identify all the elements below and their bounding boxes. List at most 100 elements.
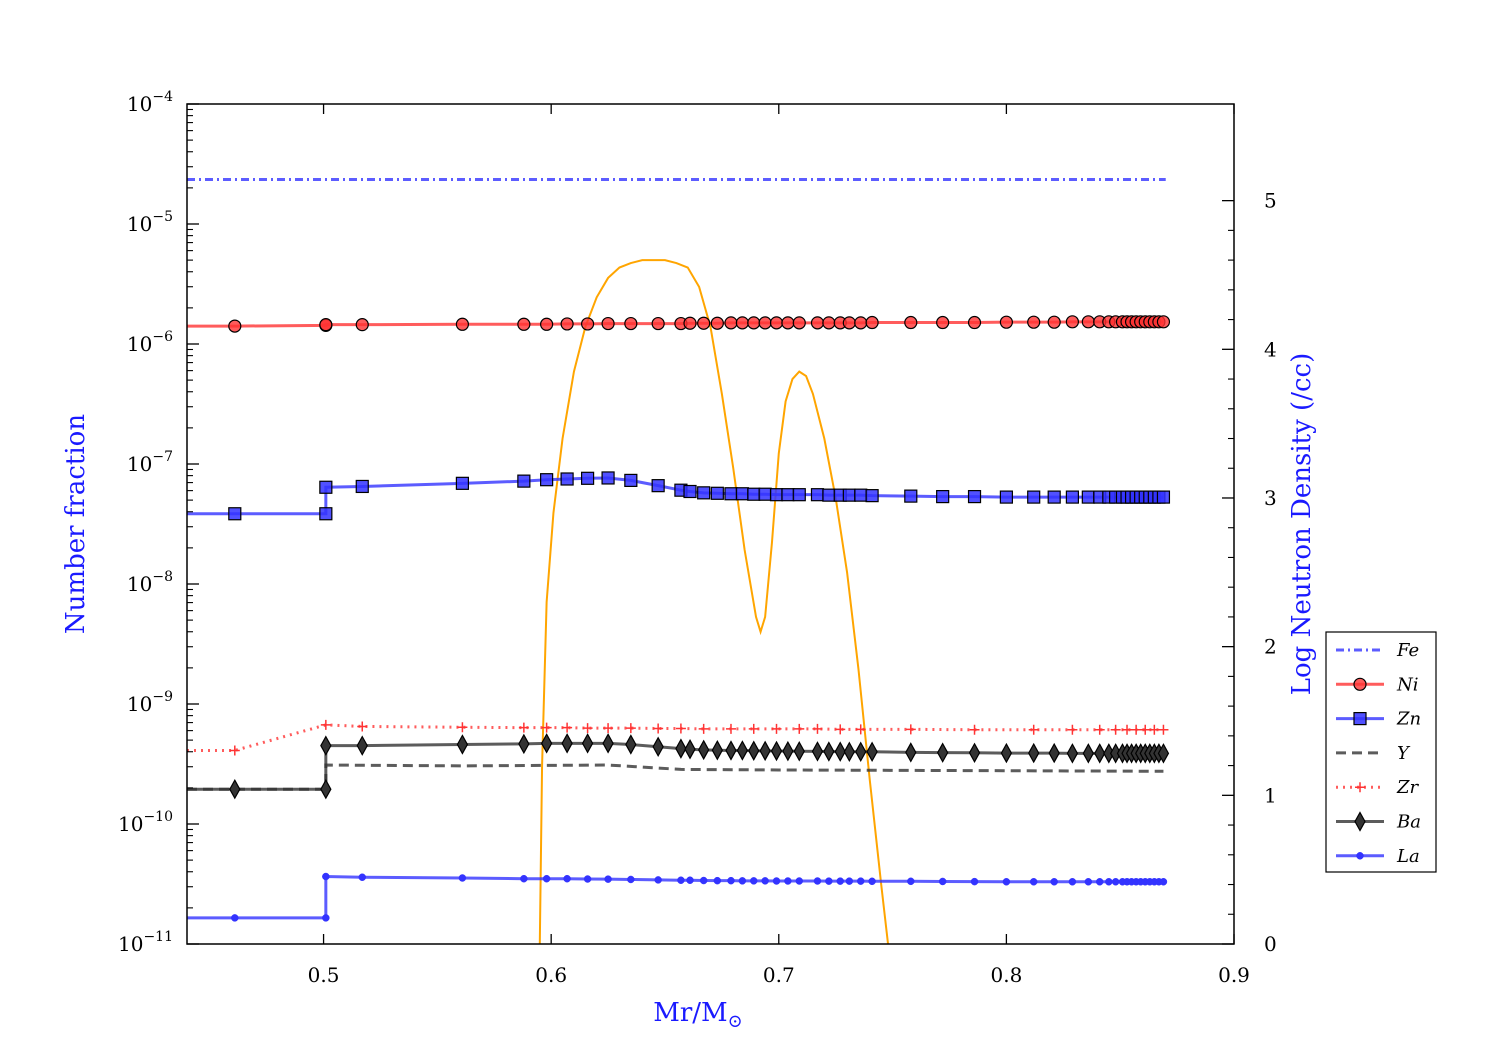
data-point-la bbox=[761, 877, 769, 885]
data-point-la bbox=[231, 914, 239, 922]
data-point-zn bbox=[683, 484, 697, 499]
x-tick-label: 0.8 bbox=[990, 963, 1022, 987]
y-tick-base: 10 bbox=[127, 452, 152, 476]
data-point-zn bbox=[228, 507, 242, 521]
data-point-zn bbox=[822, 488, 836, 502]
legend-label-ba: Ba bbox=[1396, 812, 1421, 833]
data-point-la bbox=[970, 877, 979, 886]
data-point-ni bbox=[651, 316, 665, 331]
data-point-zn bbox=[747, 487, 761, 501]
data-point-zn bbox=[810, 488, 825, 502]
y-tick-exponent: −10 bbox=[143, 809, 173, 825]
data-point-zn bbox=[967, 489, 982, 504]
legend: Fe Ni Zn Y Zr Ba La bbox=[1325, 631, 1437, 873]
data-point-zn bbox=[624, 473, 638, 488]
data-point-ba bbox=[866, 741, 878, 762]
data-point-zr bbox=[603, 723, 614, 734]
data-point-la bbox=[1029, 878, 1038, 886]
data-point-ba bbox=[770, 740, 783, 762]
series-la bbox=[187, 872, 1168, 922]
data-point-ni bbox=[735, 316, 749, 330]
data-point-la bbox=[907, 877, 915, 886]
data-point-ni bbox=[810, 316, 825, 330]
data-point-la bbox=[795, 877, 804, 885]
data-point-ni bbox=[517, 317, 531, 331]
data-point-ni bbox=[560, 317, 574, 331]
data-point-la bbox=[1084, 878, 1093, 886]
data-point-la bbox=[583, 875, 592, 883]
data-point-zr bbox=[653, 723, 664, 734]
data-point-zr bbox=[357, 721, 368, 732]
data-point-ni bbox=[936, 315, 950, 330]
data-point-zn bbox=[854, 488, 868, 502]
data-point-zr bbox=[1140, 724, 1151, 735]
data-point-ba bbox=[711, 739, 724, 761]
data-point-ba bbox=[782, 740, 794, 762]
series-line-ba bbox=[187, 741, 1164, 791]
series-layer bbox=[187, 177, 1171, 944]
data-point-zn bbox=[455, 476, 470, 490]
y-tick-label: 10−5 bbox=[127, 209, 173, 236]
data-point-ba bbox=[356, 735, 368, 756]
series-neutron-density bbox=[538, 259, 890, 944]
data-point-ba bbox=[697, 739, 710, 761]
data-point-ba bbox=[834, 741, 846, 762]
data-point-la bbox=[1159, 878, 1168, 886]
data-point-zn bbox=[1047, 490, 1061, 504]
x-tick-label: 0.6 bbox=[535, 963, 567, 987]
data-point-ba bbox=[1066, 743, 1079, 764]
y-axis-title: Number fraction bbox=[61, 414, 91, 634]
data-point-ni bbox=[319, 318, 333, 332]
data-point-la bbox=[836, 877, 844, 885]
data-point-ni bbox=[758, 316, 772, 330]
data-point-la bbox=[627, 875, 635, 884]
data-point-ba bbox=[823, 741, 835, 762]
data-point-ba bbox=[811, 741, 824, 762]
data-point-ba bbox=[229, 778, 241, 800]
y-tick-exponent: −11 bbox=[143, 929, 173, 945]
x-tick-label: 0.5 bbox=[308, 963, 340, 987]
data-point-ni bbox=[1156, 315, 1171, 329]
y2-axis-title: Log Neutron Density (/cc) bbox=[1287, 353, 1317, 695]
data-point-ni bbox=[1027, 315, 1041, 329]
series-line-y bbox=[187, 763, 1164, 791]
x-axis-label: Mr/M bbox=[653, 998, 727, 1028]
data-point-ba bbox=[602, 733, 614, 754]
y-tick-label: 10−10 bbox=[118, 809, 173, 836]
data-point-zn bbox=[580, 471, 595, 485]
data-point-zr bbox=[1067, 724, 1078, 735]
data-point-zr bbox=[625, 723, 636, 734]
data-point-zr bbox=[518, 722, 529, 733]
data-point-zn bbox=[1027, 490, 1041, 504]
data-point-zr bbox=[1122, 724, 1133, 735]
data-point-ni bbox=[999, 315, 1013, 329]
data-point-la bbox=[520, 874, 528, 883]
legend-marker-ba bbox=[1354, 811, 1366, 832]
data-point-la bbox=[322, 872, 330, 881]
data-point-la bbox=[813, 877, 822, 885]
data-point-zr bbox=[1028, 724, 1039, 735]
data-point-la bbox=[772, 877, 781, 885]
y2-tick-label: 1 bbox=[1264, 783, 1277, 807]
data-point-zr bbox=[812, 723, 823, 734]
data-point-ni bbox=[355, 318, 369, 332]
x-tick-label: 0.9 bbox=[1218, 963, 1250, 987]
series-y bbox=[187, 763, 1164, 791]
data-point-ba bbox=[625, 734, 637, 755]
data-point-ni bbox=[842, 316, 856, 330]
axes-layer: 0.5 0.6 0.7 0.8 0.910−1110−1010−910−810−710−… bbox=[118, 89, 1277, 987]
y-tick-base: 10 bbox=[127, 572, 152, 596]
data-point-ba bbox=[905, 742, 917, 763]
data-point-la bbox=[749, 877, 758, 885]
data-point-ni bbox=[228, 319, 242, 333]
y-tick-exponent: −8 bbox=[152, 569, 173, 585]
plot-frame bbox=[186, 103, 1235, 945]
data-point-ni bbox=[822, 316, 836, 330]
legend-label-ni: Ni bbox=[1396, 674, 1419, 695]
data-point-ba bbox=[581, 733, 594, 754]
data-point-zn bbox=[560, 472, 574, 486]
data-point-ba bbox=[320, 735, 332, 756]
y-tick-base: 10 bbox=[127, 692, 152, 716]
data-point-ba bbox=[1000, 742, 1013, 764]
data-point-ni bbox=[724, 316, 738, 330]
